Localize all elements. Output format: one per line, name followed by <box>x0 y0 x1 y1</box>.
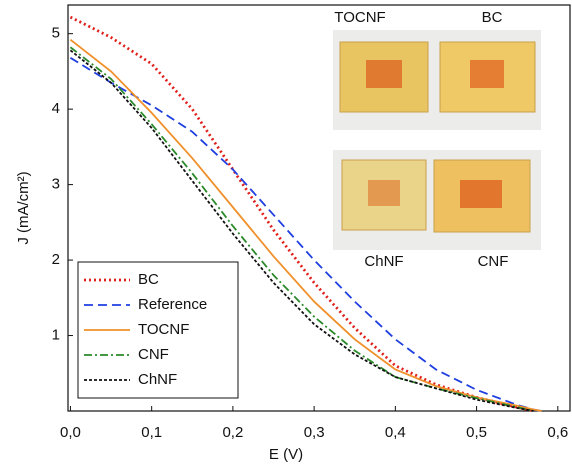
photo-label: TOCNF <box>334 9 385 26</box>
legend-label: CNF <box>138 346 169 363</box>
inset-photos <box>333 30 541 250</box>
x-tick-label: 0,4 <box>385 424 406 441</box>
y-axis-label: J (mA/cm²) <box>15 171 32 244</box>
y-tick-label: 5 <box>52 25 60 42</box>
x-tick-label: 0,5 <box>466 424 487 441</box>
chart: E (V) J (mA/cm²) 0,0 0,1 0,2 0,3 0,4 0,5 0,6 1 2… <box>0 0 572 469</box>
x-tick-label: 0,0 <box>60 424 81 441</box>
photo-label: CNF <box>478 253 509 270</box>
legend-label: TOCNF <box>138 321 189 338</box>
legend-label: BC <box>138 271 159 288</box>
legend-label: ChNF <box>138 371 177 388</box>
x-tick-label: 0,3 <box>304 424 325 441</box>
sample <box>460 180 502 208</box>
photo-label: ChNF <box>364 253 403 270</box>
sample <box>470 60 504 88</box>
y-tick-label: 1 <box>52 327 60 344</box>
x-tick-label: 0,2 <box>222 424 243 441</box>
legend-label: Reference <box>138 296 207 313</box>
sample <box>368 180 400 206</box>
sample <box>366 60 402 88</box>
x-tick-label: 0,6 <box>547 424 568 441</box>
y-tick-label: 3 <box>52 176 60 193</box>
y-tick-label: 2 <box>52 251 60 268</box>
x-tick-label: 0,1 <box>141 424 162 441</box>
x-axis-label: E (V) <box>269 446 303 463</box>
y-tick-label: 4 <box>52 100 60 117</box>
photo-label: BC <box>482 9 503 26</box>
